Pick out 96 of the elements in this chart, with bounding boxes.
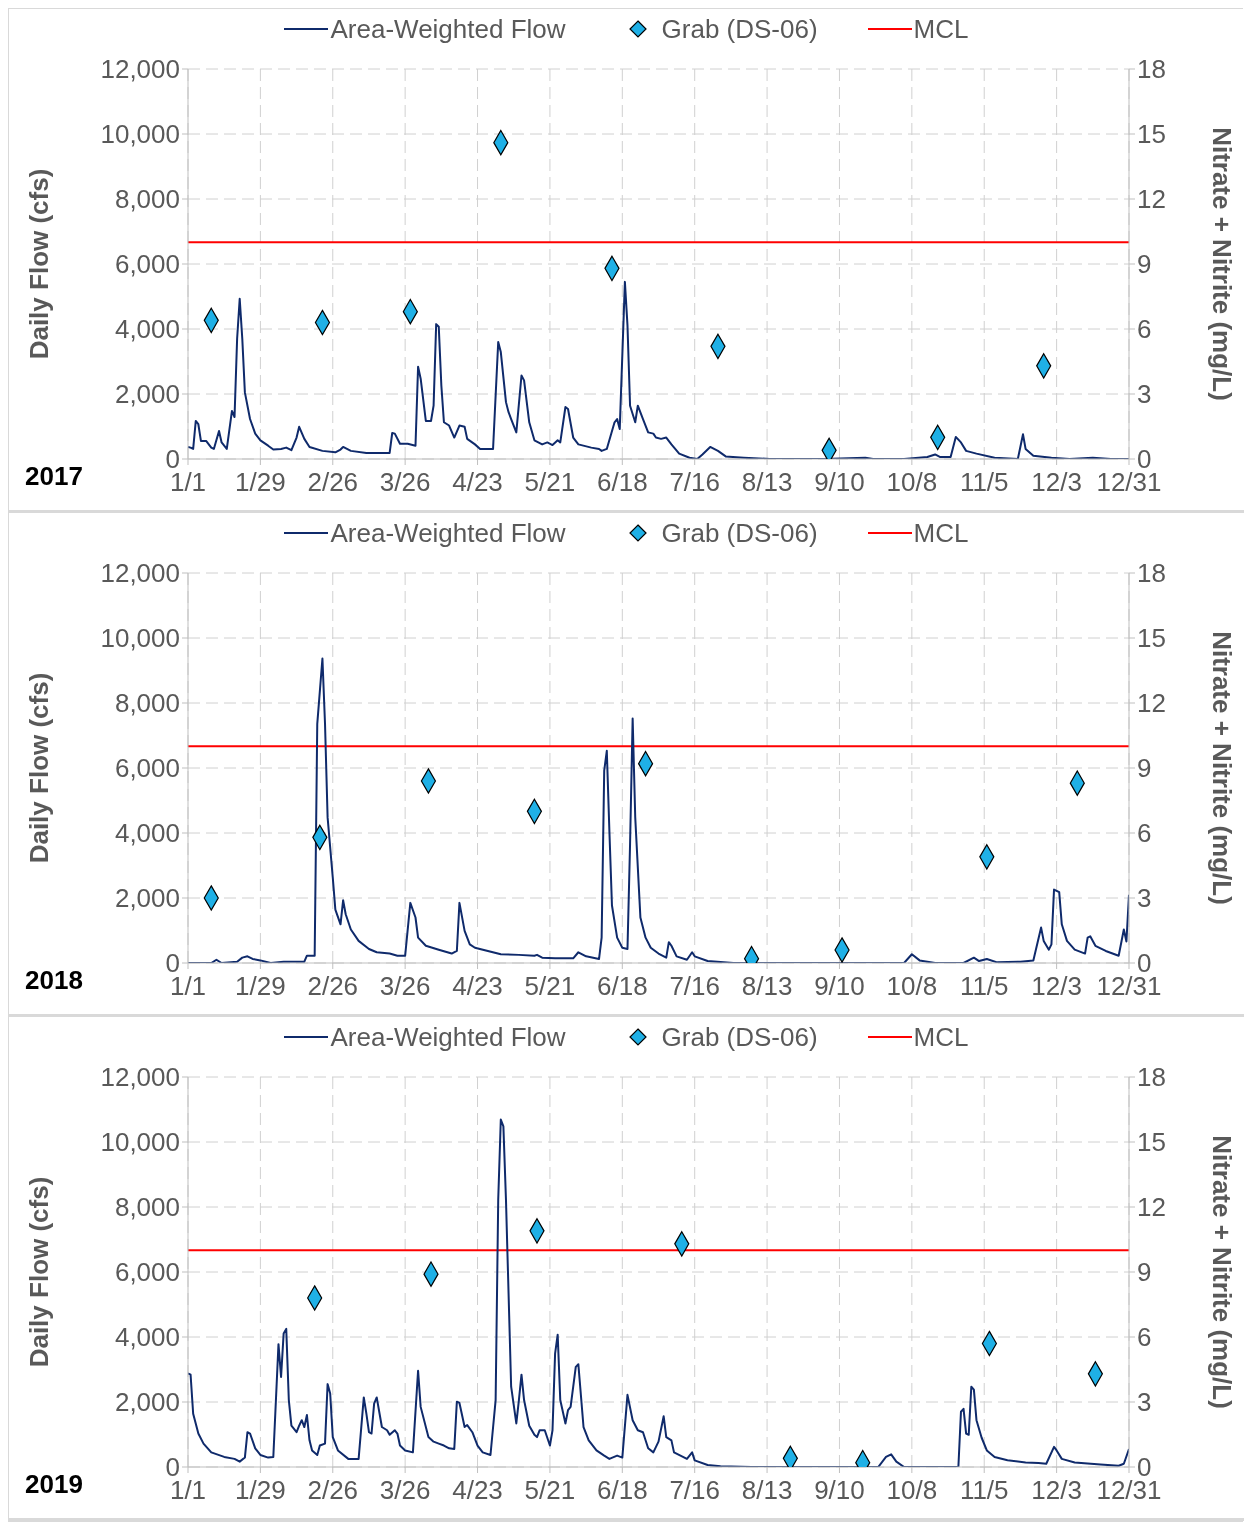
y2-tick-label: 12: [1137, 1192, 1166, 1223]
x-tick-label: 10/8: [886, 467, 938, 498]
x-tick-label: 4/23: [452, 1475, 503, 1506]
legend-label: MCL: [913, 517, 969, 549]
y-tick-label: 12,000: [100, 558, 180, 589]
x-tick-label: 2/26: [307, 467, 359, 498]
x-tick-label: 2/26: [307, 971, 359, 1002]
y2-tick-label: 9: [1137, 1257, 1152, 1288]
x-tick-label: 8/13: [741, 971, 793, 1002]
x-tick-label: 1/1: [169, 1475, 207, 1506]
x-tick-label: 1/1: [169, 971, 207, 1002]
x-tick-label: 4/23: [452, 971, 503, 1002]
x-tick-label: 9/10: [814, 971, 865, 1002]
x-tick-label: 12/31: [1096, 467, 1162, 498]
x-tick-label: 3/26: [379, 1475, 431, 1506]
text: 2018: [25, 965, 83, 996]
x-tick-label: 12/31: [1096, 971, 1162, 1002]
y2-axis-title: Nitrate + Nitrite (mg/L): [1206, 127, 1237, 401]
x-tick-label: 5/21: [524, 467, 576, 498]
legend-label: Grab (DS-06): [661, 517, 818, 549]
y-tick-label: 6,000: [114, 753, 180, 784]
x-tick-label: 8/13: [741, 467, 793, 498]
x-tick-label: 1/1: [169, 467, 207, 498]
x-tick-label: 12/3: [1031, 971, 1082, 1002]
y2-tick-label: 6: [1137, 1322, 1152, 1353]
x-tick-label: 12/3: [1031, 467, 1082, 498]
y-axis-title: Daily Flow (cfs): [24, 168, 55, 360]
y-tick-label: 10,000: [100, 119, 180, 150]
y-tick-label: 12,000: [100, 54, 180, 85]
x-tick-label: 1/29: [235, 971, 286, 1002]
y2-tick-label: 12: [1137, 688, 1166, 719]
x-tick-label: 9/10: [814, 1475, 865, 1506]
y-tick-label: 2,000: [114, 883, 180, 914]
y-tick-label: 8,000: [114, 184, 180, 215]
y2-tick-label: 9: [1137, 249, 1152, 280]
x-tick-label: 7/16: [669, 467, 720, 498]
legend-label: Area-Weighted Flow: [330, 517, 566, 549]
x-tick-label: 5/21: [524, 1475, 576, 1506]
y-tick-label: 6,000: [114, 1257, 180, 1288]
y-tick-label: 8,000: [114, 688, 180, 719]
x-tick-label: 11/5: [959, 467, 1009, 498]
x-tick-label: 1/29: [235, 1475, 286, 1506]
x-tick-label: 10/8: [886, 1475, 938, 1506]
x-tick-label: 7/16: [669, 971, 720, 1002]
x-tick-label: 9/10: [814, 467, 865, 498]
x-tick-label: 3/26: [379, 467, 431, 498]
text: 2019: [25, 1469, 83, 1500]
legend-label: MCL: [913, 1021, 969, 1053]
x-tick-label: 10/8: [886, 971, 938, 1002]
y-tick-label: 4,000: [114, 314, 180, 345]
x-tick-label: 12/31: [1096, 1475, 1162, 1506]
y2-axis-title: Nitrate + Nitrite (mg/L): [1206, 631, 1237, 905]
y-tick-label: 6,000: [114, 249, 180, 280]
x-tick-label: 8/13: [741, 1475, 793, 1506]
x-tick-label: 4/23: [452, 467, 503, 498]
y-tick-label: 10,000: [100, 623, 180, 654]
y2-tick-label: 3: [1137, 379, 1152, 410]
y-tick-label: 10,000: [100, 1127, 180, 1158]
y-tick-label: 4,000: [114, 1322, 180, 1353]
legend-label: Grab (DS-06): [661, 13, 818, 45]
y2-tick-label: 12: [1137, 184, 1166, 215]
y-tick-label: 2,000: [114, 379, 180, 410]
y2-tick-label: 18: [1137, 54, 1166, 85]
x-tick-label: 3/26: [379, 971, 431, 1002]
y2-tick-label: 15: [1137, 119, 1166, 150]
y2-tick-label: 6: [1137, 818, 1152, 849]
x-tick-label: 2/26: [307, 1475, 359, 1506]
x-tick-label: 7/16: [669, 1475, 720, 1506]
y2-tick-label: 15: [1137, 623, 1166, 654]
y2-tick-label: 6: [1137, 314, 1152, 345]
x-tick-label: 11/5: [959, 1475, 1009, 1506]
y2-tick-label: 15: [1137, 1127, 1166, 1158]
y-tick-label: 8,000: [114, 1192, 180, 1223]
y2-tick-label: 3: [1137, 883, 1152, 914]
y-tick-label: 12,000: [100, 1062, 180, 1093]
y2-tick-label: 18: [1137, 558, 1166, 589]
legend-label: MCL: [913, 13, 969, 45]
text: 2017: [25, 461, 83, 492]
x-tick-label: 11/5: [959, 971, 1009, 1002]
y2-tick-label: 3: [1137, 1387, 1152, 1418]
x-tick-label: 6/18: [597, 467, 648, 498]
y-tick-label: 4,000: [114, 818, 180, 849]
y2-axis-title: Nitrate + Nitrite (mg/L): [1206, 1135, 1237, 1409]
x-tick-label: 12/3: [1031, 1475, 1082, 1506]
x-tick-label: 6/18: [597, 1475, 648, 1506]
y-axis-title: Daily Flow (cfs): [24, 672, 55, 864]
legend-label: Grab (DS-06): [661, 1021, 818, 1053]
x-tick-label: 1/29: [235, 467, 286, 498]
y-axis-title: Daily Flow (cfs): [24, 1176, 55, 1368]
legend-label: Area-Weighted Flow: [330, 1021, 566, 1053]
x-tick-label: 5/21: [524, 971, 576, 1002]
x-tick-label: 6/18: [597, 971, 648, 1002]
y2-tick-label: 18: [1137, 1062, 1166, 1093]
y2-tick-label: 9: [1137, 753, 1152, 784]
legend-label: Area-Weighted Flow: [330, 13, 566, 45]
y-tick-label: 2,000: [114, 1387, 180, 1418]
